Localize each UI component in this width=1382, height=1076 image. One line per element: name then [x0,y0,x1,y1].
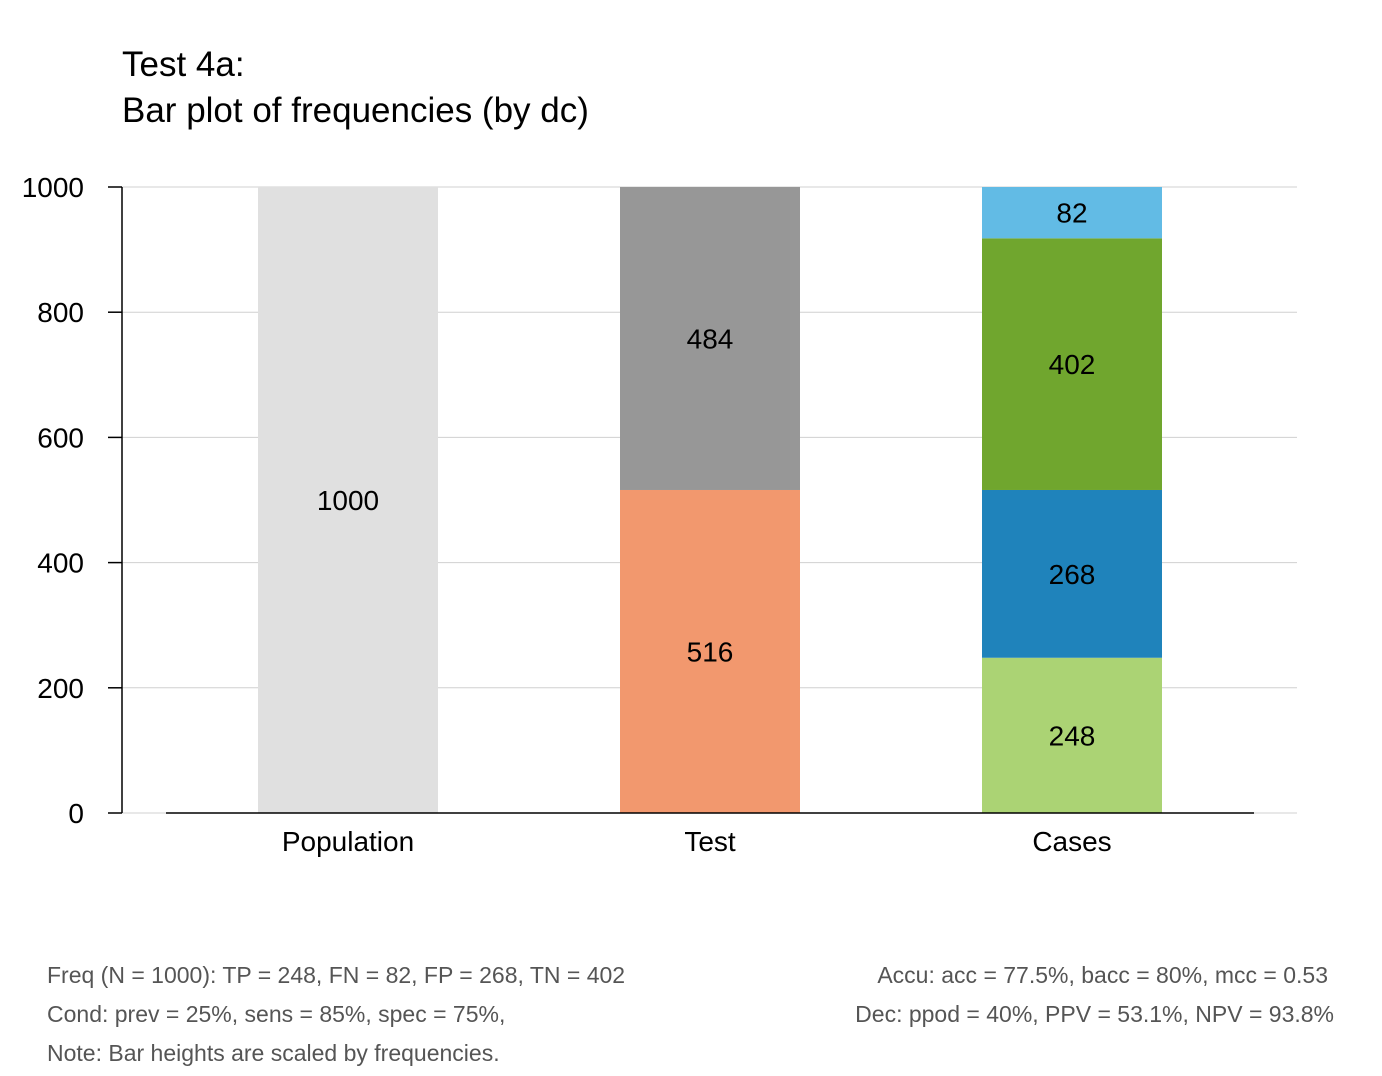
chart-title-line-2: Bar plot of frequencies (by dc) [122,91,589,130]
bar-cases-segment-402 [982,238,1162,490]
footer-accu-line: Accu: acc = 77.5%, bacc = 80%, mcc = 0.5… [877,962,1328,988]
footer-dec-line: Dec: ppod = 40%, PPV = 53.1%, NPV = 93.8… [855,1001,1334,1027]
x-category-label-population: Population [282,826,414,857]
chart-title: Test 4a: Bar plot of frequencies (by dc) [122,45,589,130]
bar-population-segment-1000 [258,187,438,813]
footer: Freq (N = 1000): TP = 248, FN = 82, FP =… [47,962,1334,1066]
footer-cond-line: Cond: prev = 25%, sens = 85%, spec = 75%… [47,1001,505,1027]
data-label-test-516: 516 [687,636,734,667]
bars: 1000 516 484 248 268 402 82 [258,187,1162,813]
x-category-label-cases: Cases [1032,826,1111,857]
bar-test-segment-484 [620,187,800,490]
y-tick-label-400: 400 [37,548,84,579]
footer-freq-line: Freq (N = 1000): TP = 248, FN = 82, FP =… [47,962,625,988]
data-label-test-484: 484 [687,323,734,354]
data-label-cases-268: 268 [1049,559,1096,590]
chart-title-line-1: Test 4a: [122,45,245,84]
bar-cases-segment-82 [982,187,1162,239]
x-category-label-test: Test [684,826,736,857]
data-label-cases-82: 82 [1056,198,1087,229]
y-tick-label-1000: 1000 [22,172,84,203]
bar-cases-segment-268 [982,489,1162,658]
axes: 0 200 400 600 800 1000 Population Test Cases [22,172,1254,857]
footer-note-line: Note: Bar heights are scaled by frequenc… [47,1040,500,1066]
y-tick-label-200: 200 [37,673,84,704]
data-label-population-1000: 1000 [317,485,379,516]
bar-test-segment-516 [620,489,800,813]
y-tick-label-0: 0 [68,798,84,829]
y-tick-label-600: 600 [37,422,84,453]
y-tick-label-800: 800 [37,297,84,328]
data-label-cases-402: 402 [1049,349,1096,380]
bar-cases-segment-248 [982,657,1162,813]
data-label-cases-248: 248 [1049,720,1096,751]
